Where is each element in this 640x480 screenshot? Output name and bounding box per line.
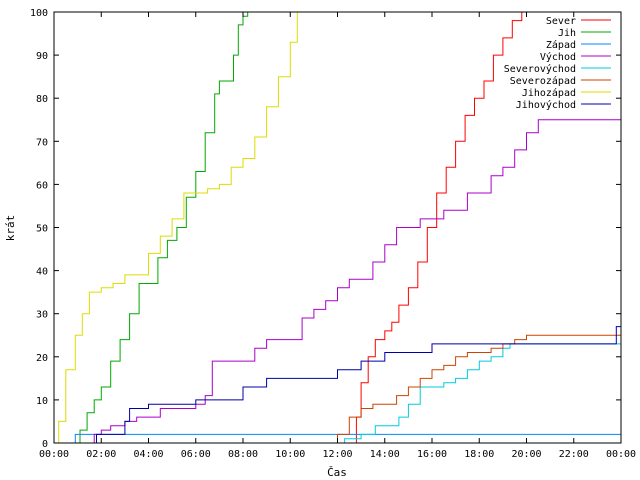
x-tick-label: 22:00 xyxy=(559,449,589,460)
series-line xyxy=(54,305,622,444)
series-line xyxy=(54,11,621,444)
legend-label: Severozápad xyxy=(510,75,576,87)
y-tick-label: 40 xyxy=(36,267,48,278)
series-line xyxy=(54,334,621,444)
x-tick-label: 10:00 xyxy=(275,449,305,460)
legend-label: Severovýchod xyxy=(504,63,576,75)
series-line xyxy=(54,119,621,444)
legend-label: Jihovýchod xyxy=(516,99,576,111)
x-tick-label: 02:00 xyxy=(86,449,116,460)
x-tick-label: 18:00 xyxy=(464,449,494,460)
y-tick-label: 100 xyxy=(30,8,48,19)
x-tick-label: 06:00 xyxy=(181,449,211,460)
x-tick-label: 00:00 xyxy=(39,449,69,460)
legend-label: Sever xyxy=(546,16,576,27)
series-line xyxy=(54,11,621,444)
y-tick-label: 20 xyxy=(36,353,48,364)
y-tick-label: 70 xyxy=(36,137,48,148)
x-tick-label: 08:00 xyxy=(228,449,258,460)
x-axis-label: Čas xyxy=(327,466,347,479)
x-tick-label: 00:00 xyxy=(606,449,636,460)
y-tick-label: 60 xyxy=(36,180,48,191)
x-tick-label: 04:00 xyxy=(133,449,163,460)
y-tick-label: 10 xyxy=(36,396,48,407)
legend-label: Západ xyxy=(546,39,576,51)
y-tick-label: 80 xyxy=(36,94,48,105)
legend-label: Jihozápad xyxy=(522,87,576,99)
y-axis-label: krát xyxy=(4,215,17,242)
y-tick-label: 30 xyxy=(36,310,48,321)
y-tick-label: 50 xyxy=(36,224,48,235)
y-tick-label: 0 xyxy=(42,439,48,450)
x-tick-label: 16:00 xyxy=(417,449,447,460)
legend-label: Východ xyxy=(540,51,576,63)
axis-ticks: 0 10 20 30 40 50 60 70 80 90 100 00:00 02:00 04:00 06:… xyxy=(30,8,636,460)
legend-label: Jih xyxy=(558,28,576,39)
x-tick-label: 14:00 xyxy=(370,449,400,460)
legend: SeverJihZápadVýchodSeverovýchodSeverozáp… xyxy=(504,16,611,111)
series-line xyxy=(54,343,621,444)
series-line xyxy=(54,11,621,444)
x-tick-label: 20:00 xyxy=(511,449,541,460)
y-tick-label: 90 xyxy=(36,51,48,62)
x-tick-label: 12:00 xyxy=(322,449,352,460)
